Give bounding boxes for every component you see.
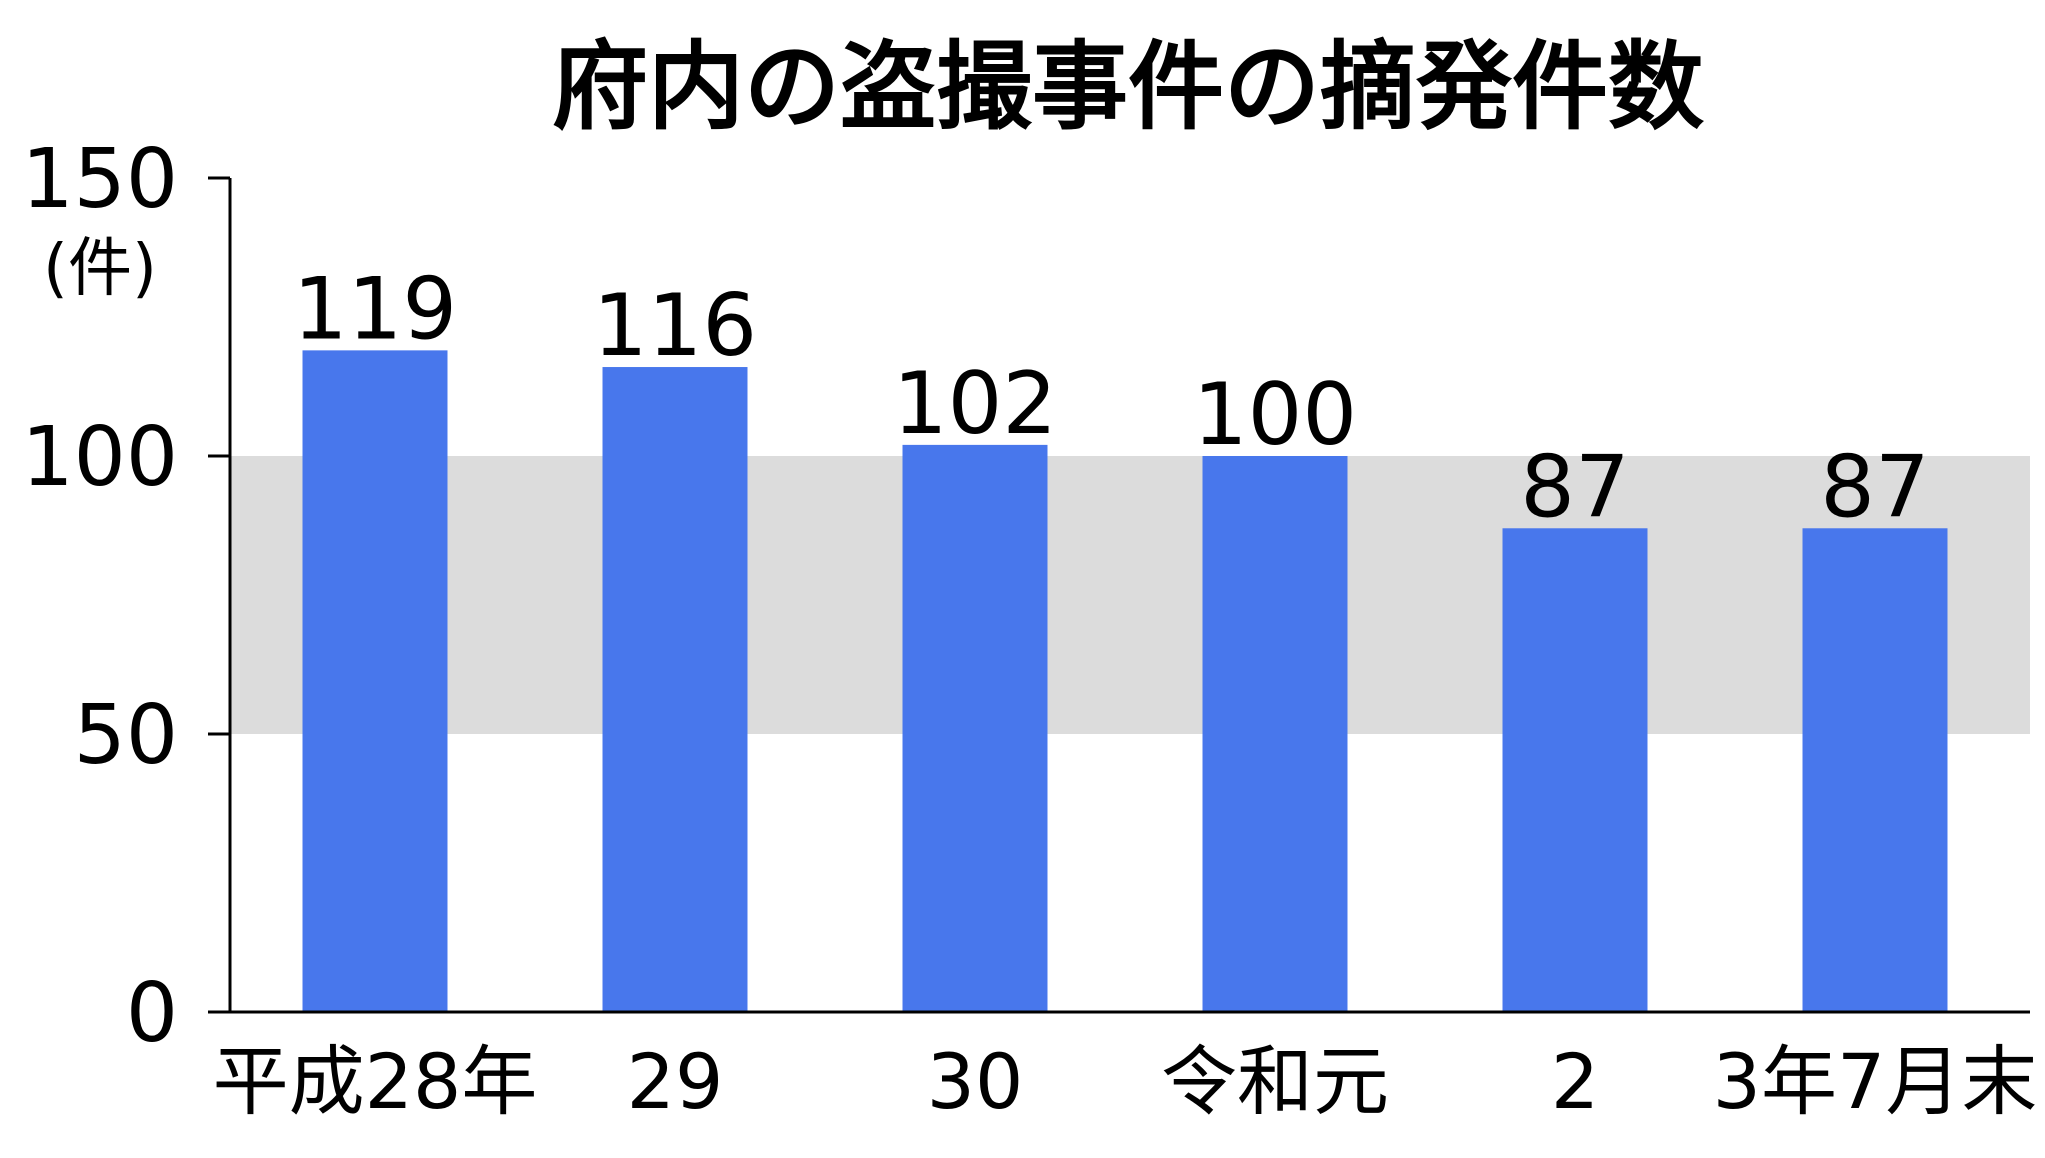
x-category-label: 2 xyxy=(1551,1037,1599,1126)
x-category-label: 29 xyxy=(627,1037,724,1126)
bars xyxy=(302,350,1948,1012)
data-labels: 119 116 102 100 87 87 xyxy=(293,259,1930,537)
bar xyxy=(602,367,748,1012)
y-tick-label: 150 xyxy=(21,132,178,227)
y-tick-label: 100 xyxy=(21,410,178,505)
y-ticks: 0 50 100 150 xyxy=(21,132,230,1061)
bar xyxy=(302,350,448,1012)
x-category-label: 30 xyxy=(927,1037,1024,1126)
x-category-label: 令和元 xyxy=(1161,1037,1389,1126)
bar-value-label: 87 xyxy=(1820,437,1929,537)
y-axis-unit: (件) xyxy=(43,232,157,306)
bar-value-label: 102 xyxy=(893,354,1057,454)
x-labels: 平成28年 29 30 令和元 2 3年7月末 xyxy=(213,1037,2038,1126)
bar xyxy=(1802,528,1948,1012)
x-category-label: 3年7月末 xyxy=(1713,1037,2038,1126)
x-category-label: 平成28年 xyxy=(213,1037,538,1126)
shaded-band xyxy=(230,456,2030,734)
bar xyxy=(1202,456,1348,1012)
bar-value-label: 119 xyxy=(293,259,457,359)
chart-title: 府内の盗撮事件の摘発件数 xyxy=(552,31,1704,143)
bar-value-label: 116 xyxy=(593,276,757,376)
y-tick-label: 50 xyxy=(74,688,178,783)
bar-value-label: 100 xyxy=(1193,365,1357,465)
bar xyxy=(902,444,1048,1012)
bar-value-label: 87 xyxy=(1520,437,1629,537)
y-tick-label: 0 xyxy=(126,966,178,1061)
bar xyxy=(1502,528,1648,1012)
axes xyxy=(210,178,2030,1014)
